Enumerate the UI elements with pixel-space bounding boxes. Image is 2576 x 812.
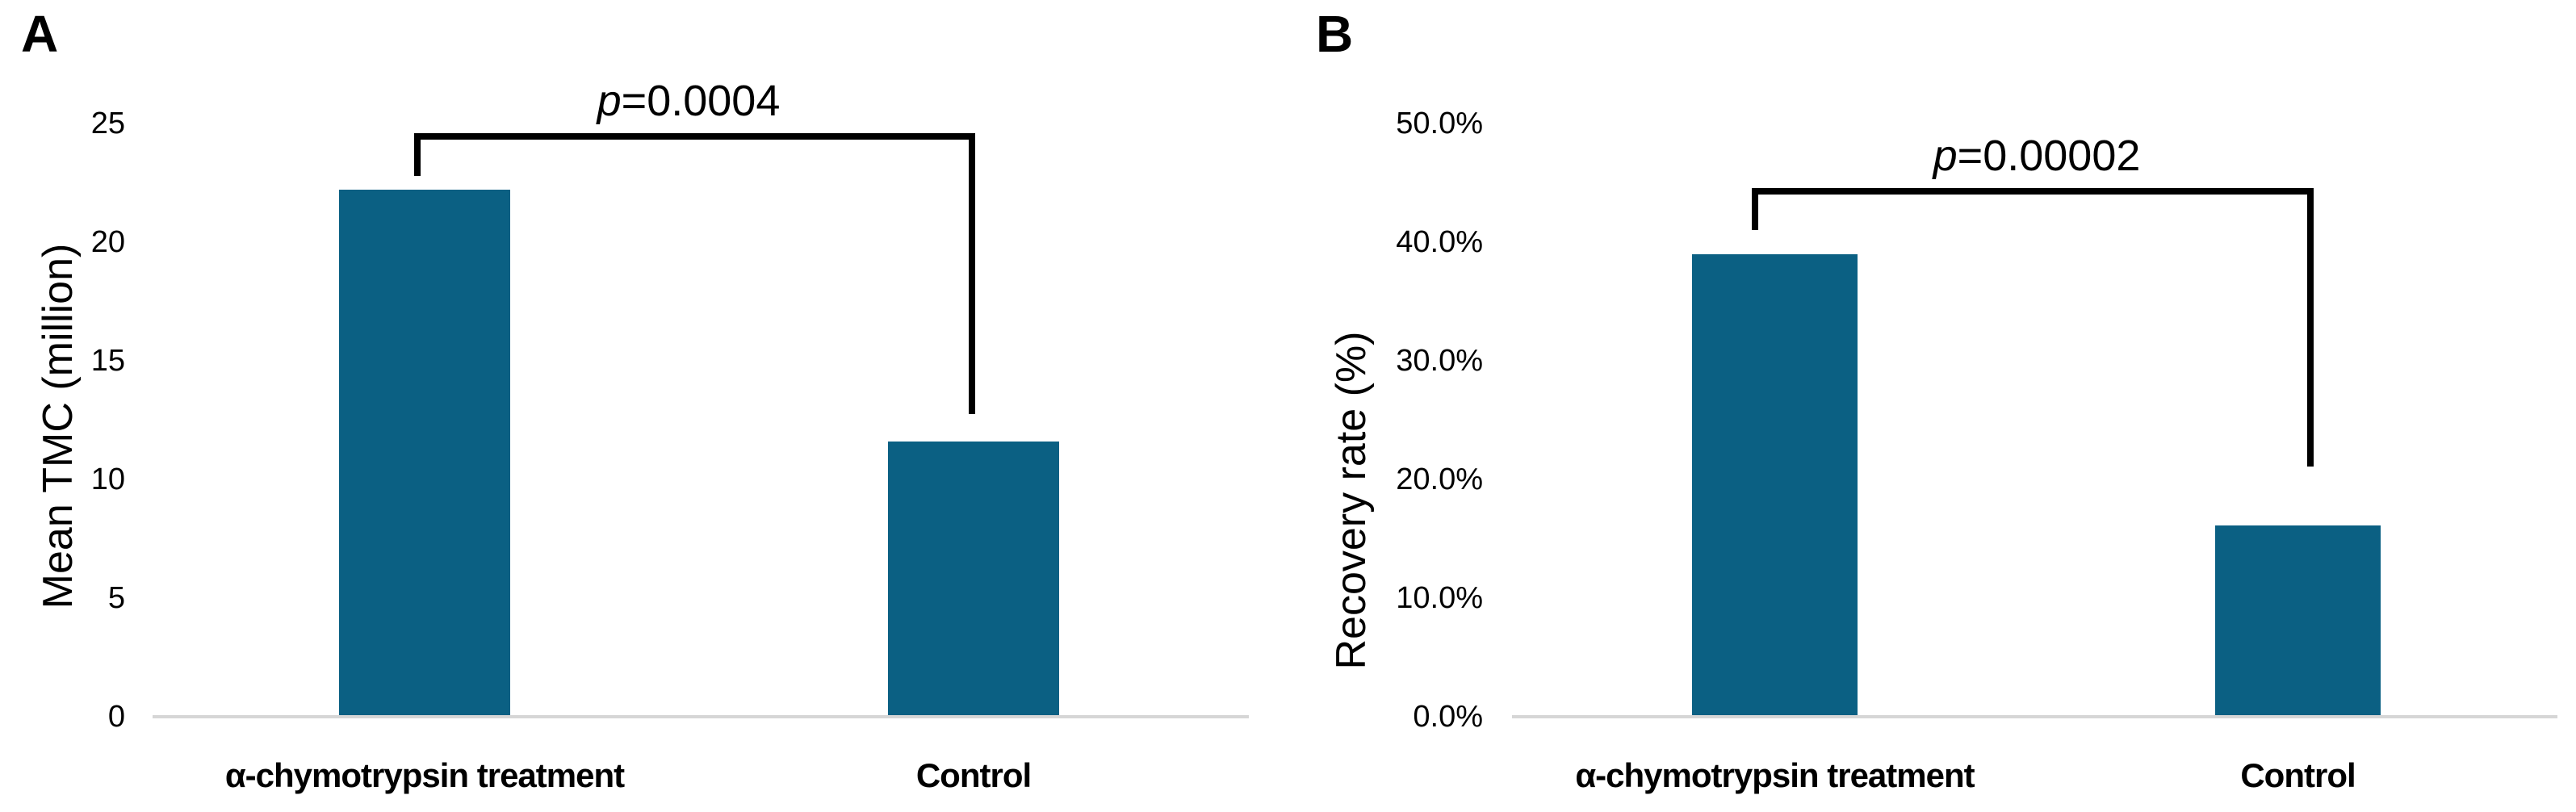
panel-a-letter: A <box>21 5 59 63</box>
y-tick-label: 5 <box>107 581 125 615</box>
x-category-label: Control <box>2240 756 2356 794</box>
x-category-label: Control <box>915 756 1032 794</box>
y-tick-label: 0.0% <box>1413 700 1483 734</box>
x-axis-line <box>1512 715 2557 718</box>
y-tick-label: 50.0% <box>1396 107 1483 140</box>
bracket-right-tick <box>2307 188 2314 467</box>
bar-a-chymotrypsin-treatment <box>339 190 510 717</box>
y-tick-label: 40.0% <box>1396 225 1483 259</box>
p-symbol: p <box>1933 132 1958 180</box>
p-value-label: p=0.00002 <box>1933 132 2141 180</box>
bracket-left-tick <box>414 133 421 176</box>
y-tick-label: 20 <box>90 225 125 259</box>
bar-a-chymotrypsin-treatment <box>1692 253 1858 717</box>
y-axis-title-a: Mean TMC (million) <box>35 243 82 609</box>
x-category-label: α-chymotrypsin treatment <box>1575 756 1975 794</box>
bracket-horizontal <box>414 133 975 140</box>
y-tick-label: 0 <box>107 700 125 734</box>
bracket-right-tick <box>969 133 975 414</box>
y-tick-label: 30.0% <box>1396 344 1483 378</box>
bar-control <box>888 441 1059 717</box>
bracket-horizontal <box>1752 188 2314 195</box>
p-value-label: p=0.0004 <box>597 77 781 125</box>
x-axis-line <box>153 715 1249 718</box>
y-tick-label: 10 <box>90 463 125 496</box>
y-tick-label: 20.0% <box>1396 463 1483 496</box>
y-tick-label: 10.0% <box>1396 581 1483 615</box>
y-tick-label: 25 <box>90 107 125 140</box>
y-tick-label: 15 <box>90 344 125 378</box>
p-symbol: p <box>597 77 622 125</box>
bracket-left-tick <box>1752 188 1758 230</box>
x-category-label: α-chymotrypsin treatment <box>224 756 625 794</box>
y-axis-title-b: Recovery rate (%) <box>1328 331 1375 670</box>
bar-control <box>2215 525 2381 717</box>
panel-b-letter: B <box>1316 5 1354 63</box>
